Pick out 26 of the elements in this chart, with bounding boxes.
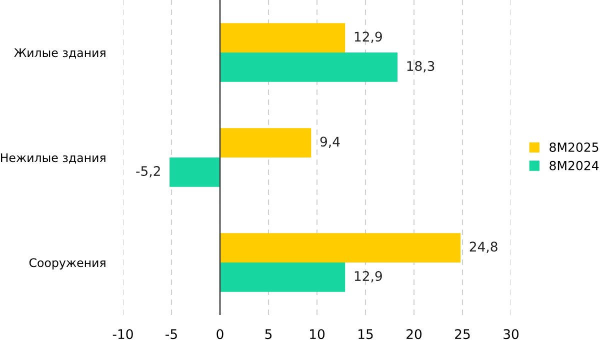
x-tick-label: 30 xyxy=(504,329,519,340)
bar xyxy=(220,52,398,82)
legend-label: 8M2025 xyxy=(550,142,598,152)
x-tick-label: -10 xyxy=(112,329,133,340)
bar xyxy=(220,128,312,158)
x-tick-label: 25 xyxy=(455,329,470,340)
data-label: 12,9 xyxy=(354,32,382,43)
bar xyxy=(170,158,220,187)
legend-label: 8M2024 xyxy=(550,160,599,170)
x-tick-label: 10 xyxy=(310,329,325,340)
y-tick-label: Жилые здания xyxy=(14,48,106,59)
y-tick-label: Сооружения xyxy=(29,258,106,270)
bar xyxy=(220,262,346,292)
y-tick-label: Нежилые здания xyxy=(0,153,106,164)
bar xyxy=(220,23,346,52)
data-label: 12,9 xyxy=(354,271,382,282)
x-tick-label: 20 xyxy=(406,329,422,340)
data-label: -5,2 xyxy=(136,166,160,178)
x-tick-label: 5 xyxy=(265,329,272,340)
data-label: 24,8 xyxy=(470,242,498,253)
bar xyxy=(220,233,461,262)
x-tick-label: 15 xyxy=(358,329,373,340)
data-label: 9,4 xyxy=(320,136,340,148)
data-label: 18,3 xyxy=(407,61,434,72)
x-tick-label: 0 xyxy=(216,329,224,340)
x-tick-label: -5 xyxy=(166,329,177,340)
